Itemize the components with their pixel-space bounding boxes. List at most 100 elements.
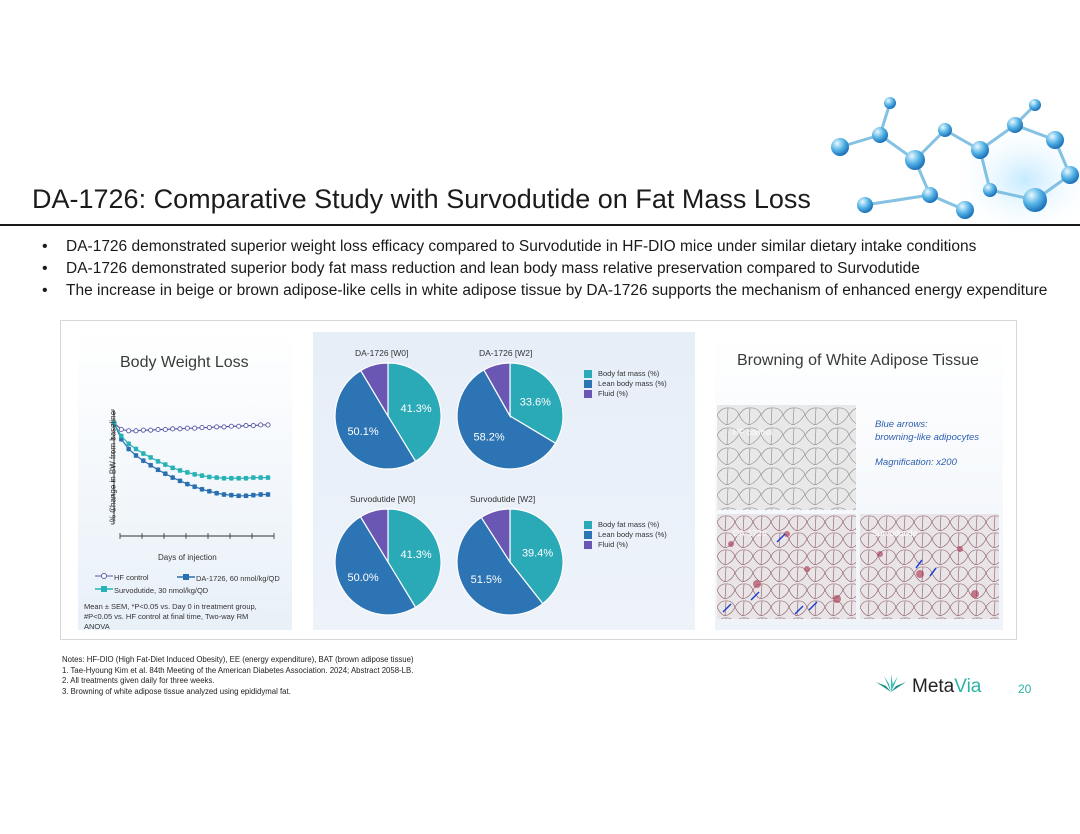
data-point [177,426,183,432]
data-point [199,473,205,478]
data-point [228,423,234,429]
data-point [258,475,263,480]
data-point [243,476,249,481]
data-point [207,489,212,494]
pie-slice-fluid [359,508,389,565]
data-point [133,428,139,434]
y-axis-label: % Change in BW from baseline [108,410,118,523]
data-point [119,433,124,439]
legend-lean: Lean body mass (%) [598,530,667,539]
legend-fluid: Fluid (%) [598,389,629,398]
data-point [243,423,249,429]
legend-swatch-lean [584,531,592,539]
data-point [184,425,190,431]
data-point [192,425,198,431]
data-point [221,476,227,481]
legend-lean: Lean body mass (%) [598,379,667,388]
hf-control-histology: HF control [717,405,856,510]
data-point [170,475,175,480]
hf-control-label: HF control [733,427,773,437]
data-point [133,446,139,452]
body-weight-title: Body Weight Loss [120,354,249,371]
data-point [199,424,205,431]
pie-slice-fluid [480,508,511,565]
data-point [162,426,168,433]
pie-label-lean: 58.2% [474,431,505,443]
pie-title: Survodutide [W0] [350,494,416,504]
pie-charts: 41.3% 50.1% 33.6% 58.2% 41.3% 50.0% 39.4% 51.5% [334,362,564,616]
bullet-item: The increase in beige or brown adipose-l… [40,280,1060,302]
data-point [185,481,190,487]
bullet-item: DA-1726 demonstrated superior body fat m… [40,258,1060,280]
data-point [265,422,271,428]
data-point [206,424,212,431]
sv-legend-label: Survodutide, 30 nmol/kg/QD [114,586,209,595]
title-divider [0,224,1080,226]
legend-swatch-lean [584,380,592,388]
data-point [214,424,220,430]
metavia-logo-text: MetaVia [912,676,982,697]
data-point [118,426,124,433]
data-point [258,422,264,428]
data-point [141,458,146,463]
data-point [221,492,227,497]
data-point [126,428,132,434]
body-weight-chart [111,409,275,539]
data-point [148,463,153,468]
data-point [199,487,205,492]
legend-fluid: Fluid (%) [598,540,629,549]
pie-title: Survodutide [W2] [470,494,536,504]
pie-slice-lean [334,515,417,616]
da1726-histology: DA-1726 [717,514,856,619]
data-point [207,474,212,480]
pie-slice-fluid [359,362,389,419]
histology-image [717,514,856,619]
hf-legend-label: HF control [114,573,149,582]
pie-label-fat: 41.3% [400,403,431,415]
data-point [126,441,131,446]
bullet-list: DA-1726 demonstrated superior weight los… [40,236,1060,302]
pie-title: DA-1726 [W2] [479,348,533,358]
pie-slice-lean [456,369,557,470]
data-point [148,455,153,460]
data-point [221,424,227,430]
pie-label-fat: 41.3% [400,549,431,561]
pie-slice-fat [509,362,564,445]
data-point [229,476,234,481]
data-point [155,426,161,433]
data-point [163,462,168,467]
data-point [192,484,197,489]
pie-slice-lean [334,369,417,470]
data-point [148,427,154,433]
histology-image [717,405,856,510]
pie-slice-fluid [483,362,511,419]
data-point [229,492,234,498]
data-point [214,491,219,496]
legend-swatch-fluid [584,541,592,549]
da-legend-marker [177,574,195,580]
data-point [170,426,176,432]
legend-swatch-fat [584,521,592,529]
data-point [126,446,131,452]
pie-title: DA-1726 [W0] [355,348,409,358]
histology-image [860,514,999,619]
legend-fat: Body fat mass (%) [598,520,660,529]
data-point [170,465,175,471]
sv-legend-marker [95,586,113,592]
series-line-sv [113,422,268,479]
molecule-decoration [831,97,1080,235]
da1726-label: DA-1726 [733,528,767,538]
data-point [177,478,183,484]
pie-slice-fat [509,508,564,605]
data-point [119,437,124,442]
data-point [236,423,242,429]
pie-slice-lean [456,516,544,616]
arrow-note: Blue arrows: browning-like adipocytes Ma… [875,419,980,468]
bullet-item: DA-1726 demonstrated superior weight los… [40,236,1060,258]
legend-swatch-fluid [584,390,592,398]
pie-label-lean: 50.1% [347,426,378,438]
data-point [155,467,161,472]
legend-swatch-fat [584,370,592,378]
body-composition-panel: DA-1726 [W0] DA-1726 [W2] Survodutide [W… [313,332,695,630]
data-point [243,493,249,498]
